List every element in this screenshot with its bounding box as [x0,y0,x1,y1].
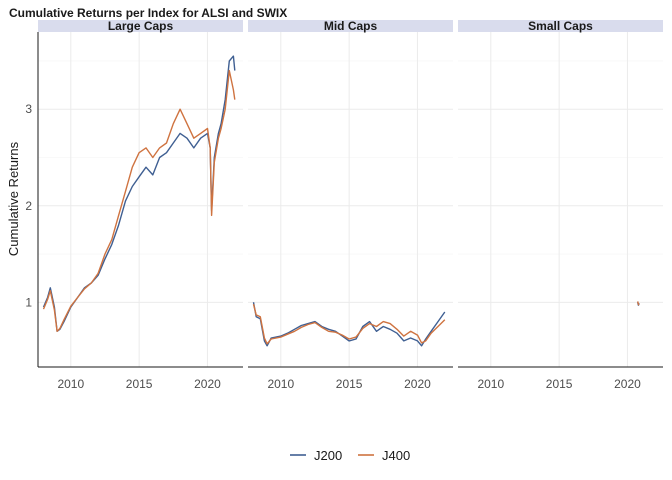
facet-strip [458,20,663,32]
y-tick-label: 1 [25,295,32,309]
x-tick-label: 2015 [546,377,573,391]
facet-panel: Small Caps 2010 2015 2020 [458,19,663,391]
y-tick-label: 3 [25,102,32,116]
x-tick-label: 2020 [194,377,221,391]
legend-label-j400: J400 [382,448,410,463]
facet-panel: Large Caps 2010 2015 2020 [38,19,243,391]
series-line-j200 [42,55,236,332]
facet-strip-label: Large Caps [108,19,174,33]
y-axis-title: Cumulative Returns [6,141,21,256]
x-tick-label: 2020 [614,377,641,391]
x-tick-label: 2015 [336,377,363,391]
x-tick-label: 2010 [477,377,504,391]
y-tick-label: 2 [25,199,32,213]
legend-label-j200: J200 [314,448,342,463]
facet-strip [248,20,453,32]
series-line-j200 [252,302,446,347]
facet-panels: Large Caps 2010 2015 2020 Mid Caps 2010 2015 20… [38,19,663,391]
facet-strip-label: Mid Caps [324,19,378,33]
chart-title: Cumulative Returns per Index for ALSI an… [9,6,287,20]
x-tick-label: 2010 [57,377,84,391]
series-line-j400 [42,69,236,332]
facet-panel: Mid Caps 2010 2015 2020 [248,19,453,391]
facet-strip [38,20,243,32]
series-line-j400 [252,304,446,345]
legend: J200 J400 [290,448,410,463]
facet-strip-label: Small Caps [528,19,593,33]
series-line-j400 [637,301,640,306]
x-tick-label: 2015 [126,377,153,391]
y-axis: 1 2 3 [25,32,39,367]
x-tick-label: 2010 [267,377,294,391]
x-tick-label: 2020 [404,377,431,391]
